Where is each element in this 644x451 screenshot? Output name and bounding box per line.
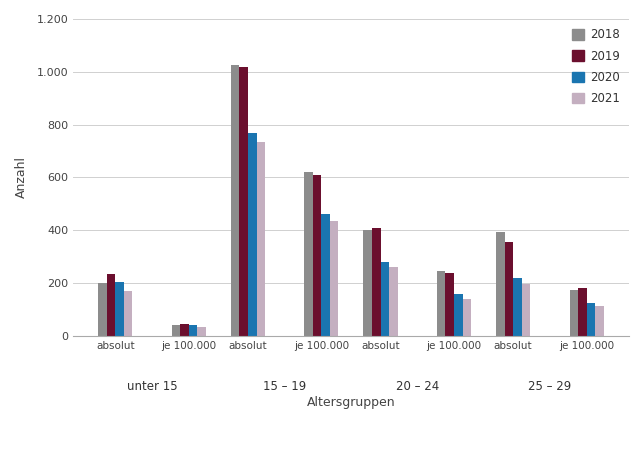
Bar [496, 232, 505, 336]
Bar [107, 274, 115, 336]
Bar [124, 291, 133, 336]
Bar [99, 283, 107, 336]
Bar [569, 290, 578, 336]
Bar [454, 294, 462, 336]
Bar [446, 272, 454, 336]
Bar [578, 288, 587, 336]
Bar [595, 306, 603, 336]
Legend: 2018, 2019, 2020, 2021: 2018, 2019, 2020, 2021 [569, 25, 623, 109]
Bar [256, 142, 265, 336]
Bar [505, 242, 513, 336]
Text: unter 15: unter 15 [127, 380, 177, 393]
Bar [180, 324, 189, 336]
Bar [240, 67, 248, 336]
Bar [587, 303, 595, 336]
Text: 25 – 29: 25 – 29 [528, 380, 571, 393]
Bar [381, 262, 389, 336]
Bar [115, 282, 124, 336]
Bar [248, 133, 256, 336]
Bar [363, 230, 372, 336]
Bar [372, 228, 381, 336]
Bar [321, 214, 330, 336]
Bar [330, 221, 339, 336]
Bar [197, 327, 206, 336]
Bar [462, 299, 471, 336]
Bar [437, 271, 446, 336]
Y-axis label: Anzahl: Anzahl [15, 156, 28, 198]
Bar [189, 325, 197, 336]
Bar [313, 175, 321, 336]
X-axis label: Altersgruppen: Altersgruppen [307, 396, 395, 409]
Bar [304, 172, 313, 336]
Bar [172, 325, 180, 336]
Text: 15 – 19: 15 – 19 [263, 380, 307, 393]
Bar [513, 278, 522, 336]
Text: 20 – 24: 20 – 24 [395, 380, 439, 393]
Bar [389, 267, 398, 336]
Bar [231, 65, 240, 336]
Bar [522, 285, 530, 336]
